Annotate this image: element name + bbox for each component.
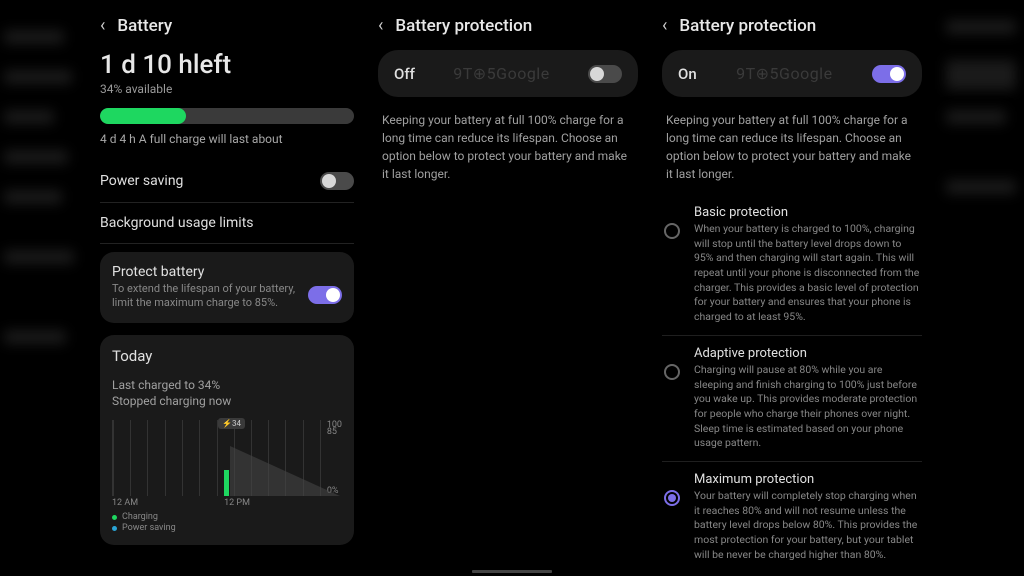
protect-toggle[interactable]: [308, 286, 342, 304]
header: ‹ Battery: [100, 10, 354, 50]
protect-desc: To extend the lifespan of your battery, …: [112, 282, 300, 311]
protection-state: Off: [394, 65, 415, 83]
protection-toggle-card[interactable]: Off 9T⊕5Google: [378, 50, 638, 97]
option-adaptive[interactable]: Adaptive protection Charging will pause …: [662, 336, 922, 462]
battery-progress-fill: [100, 108, 186, 124]
page-title: Battery protection: [395, 16, 532, 36]
battery-progress: [100, 108, 354, 124]
protection-toggle[interactable]: [588, 65, 622, 83]
option-desc: Your battery will completely stop chargi…: [694, 489, 920, 562]
option-maximum[interactable]: Maximum protection Your battery will com…: [662, 462, 922, 572]
header: ‹ Battery protection: [662, 10, 922, 50]
chart-x-labels: 12 AM 12 PM: [112, 498, 250, 508]
option-title: Maximum protection: [694, 472, 920, 487]
protection-options: Basic protection When your battery is ch…: [662, 195, 922, 572]
back-icon[interactable]: ‹: [100, 17, 105, 35]
option-basic[interactable]: Basic protection When your battery is ch…: [662, 195, 922, 336]
page-title: Battery protection: [679, 16, 816, 36]
charge-info: Last charged to 34% Stopped charging now: [112, 377, 342, 411]
legend-item: Power saving: [112, 523, 342, 533]
today-label: Today: [112, 347, 342, 365]
chart-legend: Charging Power saving: [112, 512, 342, 533]
chart-badge: ⚡34: [218, 418, 245, 429]
radio-icon[interactable]: [664, 490, 680, 506]
option-desc: Charging will pause at 80% while you are…: [694, 363, 920, 451]
protection-desc: Keeping your battery at full 100% charge…: [662, 111, 922, 183]
today-card: Today Last charged to 34% Stopped chargi…: [100, 335, 354, 546]
page-title: Battery: [117, 16, 172, 36]
option-title: Adaptive protection: [694, 346, 920, 361]
option-title: Basic protection: [694, 205, 920, 220]
power-saving-label: Power saving: [100, 173, 183, 189]
power-saving-row[interactable]: Power saving: [100, 160, 354, 203]
watermark: 9T⊕5Google: [453, 64, 549, 83]
bg-usage-row[interactable]: Background usage limits: [100, 203, 354, 244]
battery-protection-off-panel: ‹ Battery protection Off 9T⊕5Google Keep…: [366, 0, 650, 576]
pct-available: 34% available: [100, 82, 354, 96]
bg-usage-label: Background usage limits: [100, 215, 254, 231]
chart-triangle: [230, 446, 340, 496]
back-icon[interactable]: ‹: [662, 17, 667, 35]
radio-icon[interactable]: [664, 364, 680, 380]
legend-item: Charging: [112, 512, 342, 522]
option-desc: When your battery is charged to 100%, ch…: [694, 222, 920, 325]
back-icon[interactable]: ‹: [378, 17, 383, 35]
protection-state: On: [678, 65, 697, 83]
watermark: 9T⊕5Google: [736, 64, 832, 83]
protection-toggle-card[interactable]: On 9T⊕5Google: [662, 50, 922, 97]
protection-toggle[interactable]: [872, 65, 906, 83]
protect-battery-card[interactable]: Protect battery To extend the lifespan o…: [100, 252, 354, 323]
time-remaining: 1 d 10 hleft: [100, 50, 354, 80]
battery-protection-on-panel: ‹ Battery protection On 9T⊕5Google Keepi…: [650, 0, 934, 576]
header: ‹ Battery protection: [378, 10, 638, 50]
usage-chart: 100 85 0%: [112, 420, 342, 508]
protect-title: Protect battery: [112, 264, 204, 280]
protection-desc: Keeping your battery at full 100% charge…: [378, 111, 638, 183]
battery-panel: ‹ Battery 1 d 10 hleft 34% available 4 d…: [88, 0, 366, 576]
chart-bar: [224, 470, 229, 496]
radio-icon[interactable]: [664, 223, 680, 239]
power-saving-toggle[interactable]: [320, 172, 354, 190]
full-charge-note: 4 d 4 h A full charge will last about: [100, 132, 354, 146]
